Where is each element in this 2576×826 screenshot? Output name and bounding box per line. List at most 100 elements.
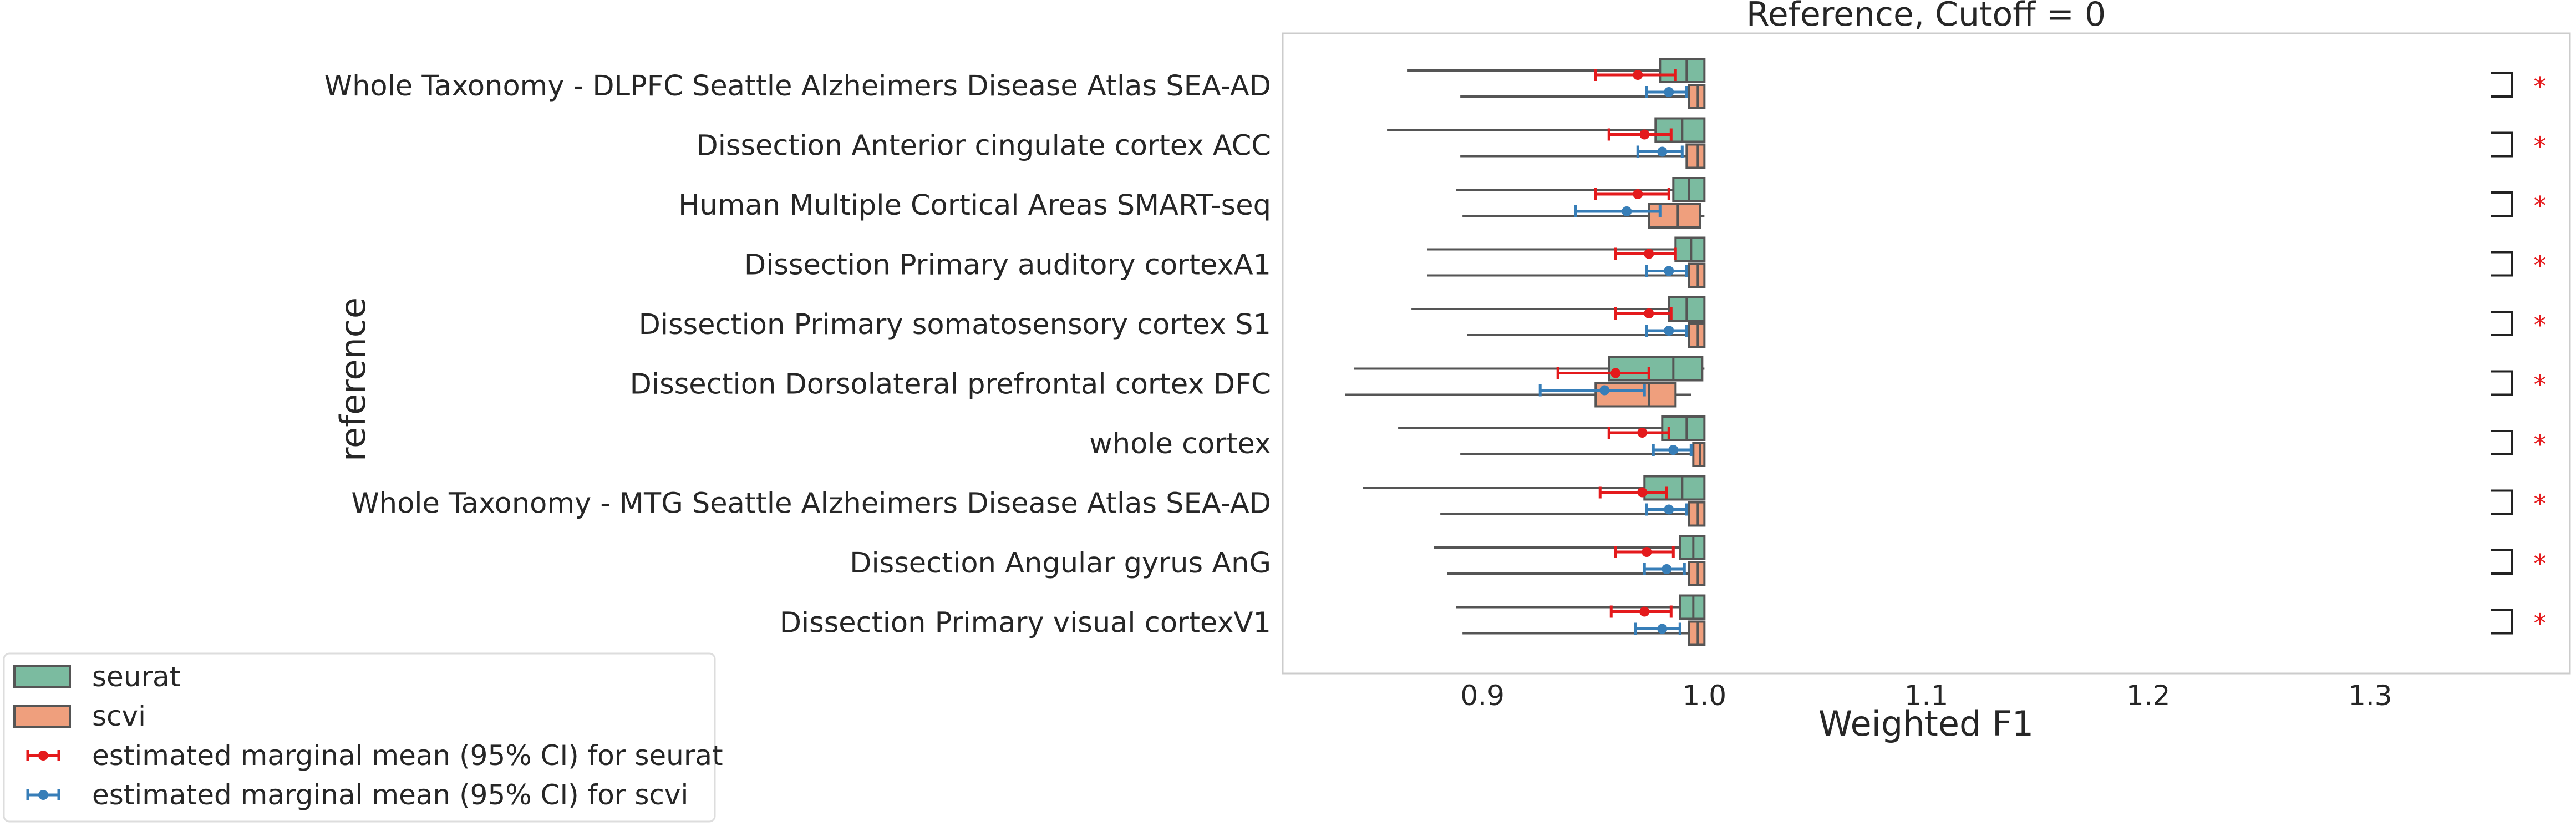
scvi-box xyxy=(1345,382,1691,408)
seurat-box xyxy=(1411,296,1706,322)
significance-bracket xyxy=(2491,251,2513,277)
significance-star: * xyxy=(2534,131,2547,161)
significance-bracket xyxy=(2491,370,2513,396)
scvi-iqr-box xyxy=(1648,203,1701,229)
significance-bracket xyxy=(2491,311,2513,336)
legend-entry: scvi xyxy=(13,700,146,732)
x-tick-label: 1.3 xyxy=(2348,680,2392,712)
seurat-iqr-box xyxy=(1643,475,1706,501)
y-tick-label: Whole Taxonomy - DLPFC Seattle Alzheimer… xyxy=(324,70,1271,103)
scvi-emm-point xyxy=(1664,326,1674,336)
y-tick-label: Dissection Dorsolateral prefrontal corte… xyxy=(630,368,1271,401)
scvi-box xyxy=(1460,442,1706,467)
seurat-emm-errorbar xyxy=(1609,605,1673,618)
seurat-box xyxy=(1456,594,1706,620)
scvi-emm-point xyxy=(1662,564,1672,574)
x-tick-label: 1.1 xyxy=(1904,680,1949,712)
seurat-iqr-box xyxy=(1608,356,1704,382)
seurat-emm-errorbar xyxy=(1614,307,1673,320)
y-axis-label: reference xyxy=(333,297,373,462)
x-tick-label: 0.9 xyxy=(1460,680,1505,712)
seurat-emm-point xyxy=(1644,308,1654,318)
scvi-emm-point xyxy=(1664,504,1674,515)
seurat-emm-errorbar xyxy=(1594,69,1677,81)
scvi-iqr-box xyxy=(1688,84,1706,109)
seurat-iqr-box xyxy=(1654,117,1706,143)
seurat-emm-point xyxy=(1637,487,1648,498)
plot-area xyxy=(1282,32,2571,675)
x-axis-ticks: 0.9 1.0 1.1 1.2 1.3 xyxy=(1460,680,2392,712)
legend-entry: seurat xyxy=(13,661,180,693)
marginal-mean-errorbars xyxy=(1538,69,1693,635)
significance-star: * xyxy=(2534,191,2547,221)
seurat-emm-point xyxy=(1639,606,1650,617)
scvi-iqr-box xyxy=(1594,382,1677,408)
seurat-box xyxy=(1456,177,1706,202)
seurat-emm-errorbar xyxy=(1556,367,1650,379)
significance-star: * xyxy=(2534,549,2547,579)
seurat-emm-point xyxy=(1633,189,1643,199)
significance-bracket xyxy=(2491,609,2513,635)
significance-bracket xyxy=(2491,489,2513,515)
scvi-emm-errorbar xyxy=(1645,325,1688,337)
legend-point xyxy=(38,790,48,800)
chart-title: Reference, Cutoff = 0 xyxy=(1746,0,2106,34)
x-axis-label: Weighted F1 xyxy=(1818,703,2034,744)
scvi-emm-errorbar xyxy=(1645,265,1688,277)
legend-swatch xyxy=(13,665,71,688)
seurat-emm-errorbar xyxy=(1607,427,1670,439)
scvi-emm-errorbar xyxy=(1634,622,1681,635)
scvi-emm-errorbar xyxy=(1538,384,1646,397)
legend: seurat scvi estimated marginal mean (95% C… xyxy=(3,652,723,823)
seurat-emm-point xyxy=(1644,249,1654,259)
scvi-iqr-box xyxy=(1688,561,1706,586)
scvi-emm-point xyxy=(1657,146,1668,157)
seurat-emm-point xyxy=(1639,129,1650,140)
legend-entry: estimated marginal mean (95% CI) for seu… xyxy=(26,739,723,772)
significance-star: * xyxy=(2534,489,2547,519)
legend-label: scvi xyxy=(92,700,146,732)
legend-label: seurat xyxy=(92,661,180,693)
seurat-emm-errorbar xyxy=(1607,128,1673,141)
significance-star: * xyxy=(2534,72,2547,102)
seurat-box xyxy=(1427,236,1706,262)
seurat-emm-errorbar xyxy=(1594,188,1670,200)
scvi-emm-errorbar xyxy=(1652,444,1693,456)
scvi-box xyxy=(1427,262,1706,288)
seurat-box xyxy=(1434,535,1706,560)
y-tick-label: Dissection Angular gyrus AnG xyxy=(850,547,1271,580)
legend-entry: estimated marginal mean (95% CI) for scv… xyxy=(26,779,688,811)
seurat-emm-point xyxy=(1642,547,1652,557)
seurat-iqr-box xyxy=(1674,236,1706,262)
legend-frame xyxy=(3,652,716,823)
seurat-emm-point xyxy=(1637,428,1648,438)
scvi-emm-errorbar xyxy=(1645,86,1688,98)
y-tick-label: Dissection Primary visual cortexV1 xyxy=(780,607,1271,640)
y-tick-label: Whole Taxonomy - MTG Seattle Alzheimers … xyxy=(351,488,1271,520)
legend-point xyxy=(38,751,48,761)
x-tick-label: 1.0 xyxy=(1683,680,1727,712)
scvi-emm-errorbar xyxy=(1645,503,1688,516)
seurat-box xyxy=(1387,117,1706,143)
scvi-emm-point xyxy=(1664,87,1674,97)
scvi-box xyxy=(1460,143,1706,169)
scvi-emm-errorbar xyxy=(1643,563,1686,575)
significance-markers: * * * * * * * * * * xyxy=(2491,72,2547,638)
scvi-iqr-box xyxy=(1692,442,1706,467)
scvi-box xyxy=(1462,203,1705,229)
scvi-box xyxy=(1460,84,1706,109)
scvi-emm-errorbar xyxy=(1574,205,1662,217)
seurat-box xyxy=(1354,356,1705,382)
seurat-iqr-box xyxy=(1679,594,1706,620)
significance-bracket xyxy=(2491,131,2513,158)
significance-star: * xyxy=(2534,429,2547,459)
scvi-emm-point xyxy=(1668,445,1679,455)
seurat-emm-errorbar xyxy=(1614,546,1675,558)
plot-frame xyxy=(1282,32,2571,675)
scvi-box xyxy=(1462,620,1706,646)
box-series xyxy=(1345,58,1706,646)
scvi-box xyxy=(1467,322,1706,348)
seurat-iqr-box xyxy=(1679,535,1706,560)
significance-bracket xyxy=(2491,72,2513,98)
